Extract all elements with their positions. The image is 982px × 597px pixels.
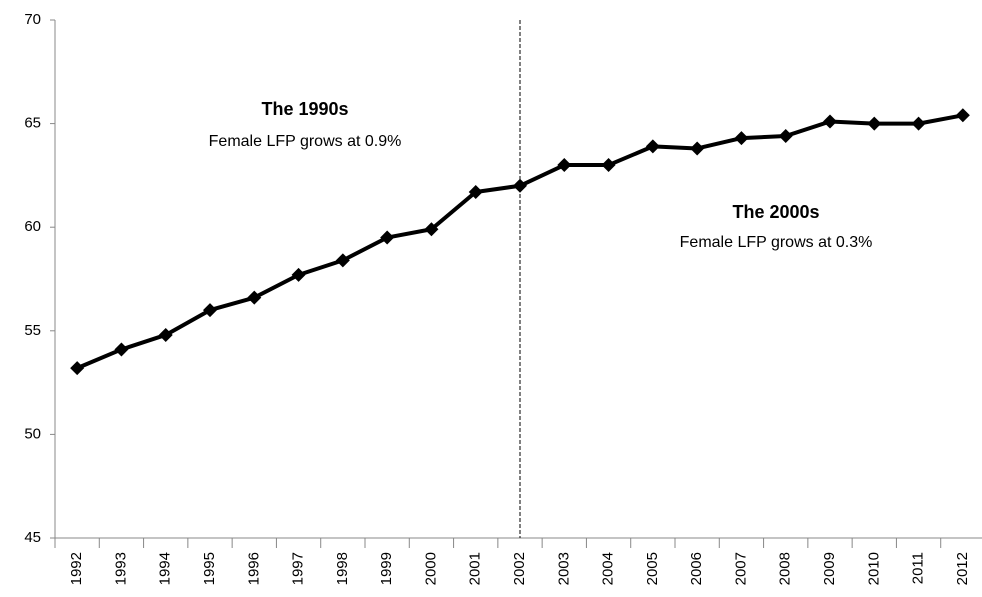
y-tick-label: 60	[24, 218, 41, 235]
point-marker	[911, 116, 926, 131]
x-tick-label: 2007	[732, 552, 749, 585]
x-tick-label: 1993	[112, 552, 129, 585]
point-marker	[513, 178, 527, 193]
point-marker	[291, 267, 306, 282]
point-marker	[114, 342, 129, 357]
point-marker	[70, 361, 85, 376]
x-tick-label: 2005	[644, 552, 661, 585]
x-tick-label: 2012	[954, 552, 971, 585]
x-tick-label: 2001	[467, 552, 484, 585]
y-tick-label: 55	[24, 322, 41, 339]
x-tick-label: 2010	[865, 552, 882, 585]
y-tick-label: 45	[24, 529, 41, 546]
point-marker	[380, 230, 395, 245]
annotation-title: The 1990s	[261, 99, 348, 119]
x-tick-label: 1992	[68, 552, 85, 585]
y-tick-label: 50	[24, 425, 41, 442]
point-marker	[690, 141, 705, 156]
x-tick-label: 2009	[821, 552, 838, 585]
annotation-text: Female LFP grows at 0.3%	[680, 234, 873, 251]
x-tick-label: 2000	[422, 552, 439, 585]
point-marker	[867, 116, 882, 131]
y-tick-label: 70	[24, 11, 41, 28]
annotation-text: Female LFP grows at 0.9%	[209, 133, 402, 150]
point-marker	[557, 158, 572, 173]
x-tick-label: 1996	[245, 552, 262, 585]
point-marker	[955, 108, 970, 123]
x-tick-label: 2004	[600, 552, 617, 585]
x-tick-label: 2011	[910, 552, 927, 584]
x-tick-label: 2003	[555, 552, 572, 585]
point-marker	[734, 131, 749, 146]
point-marker	[468, 184, 483, 199]
x-tick-label: 1994	[157, 552, 174, 585]
x-tick-label: 1997	[290, 552, 307, 585]
point-marker	[203, 303, 217, 318]
x-tick-label: 1998	[334, 552, 351, 585]
point-marker	[247, 290, 262, 305]
x-tick-label: 2002	[511, 552, 528, 585]
point-marker	[823, 114, 837, 129]
point-marker	[778, 129, 793, 144]
x-tick-label: 1999	[378, 552, 395, 585]
point-marker	[645, 139, 660, 154]
y-tick-label: 65	[24, 115, 41, 132]
point-marker	[158, 327, 173, 342]
x-tick-label: 1995	[201, 552, 218, 585]
point-marker	[424, 222, 439, 237]
annotation-title: The 2000s	[732, 202, 819, 222]
point-marker	[601, 158, 616, 173]
x-tick-label: 2006	[688, 552, 705, 585]
x-tick-label: 2008	[777, 552, 794, 585]
point-marker	[335, 253, 350, 268]
